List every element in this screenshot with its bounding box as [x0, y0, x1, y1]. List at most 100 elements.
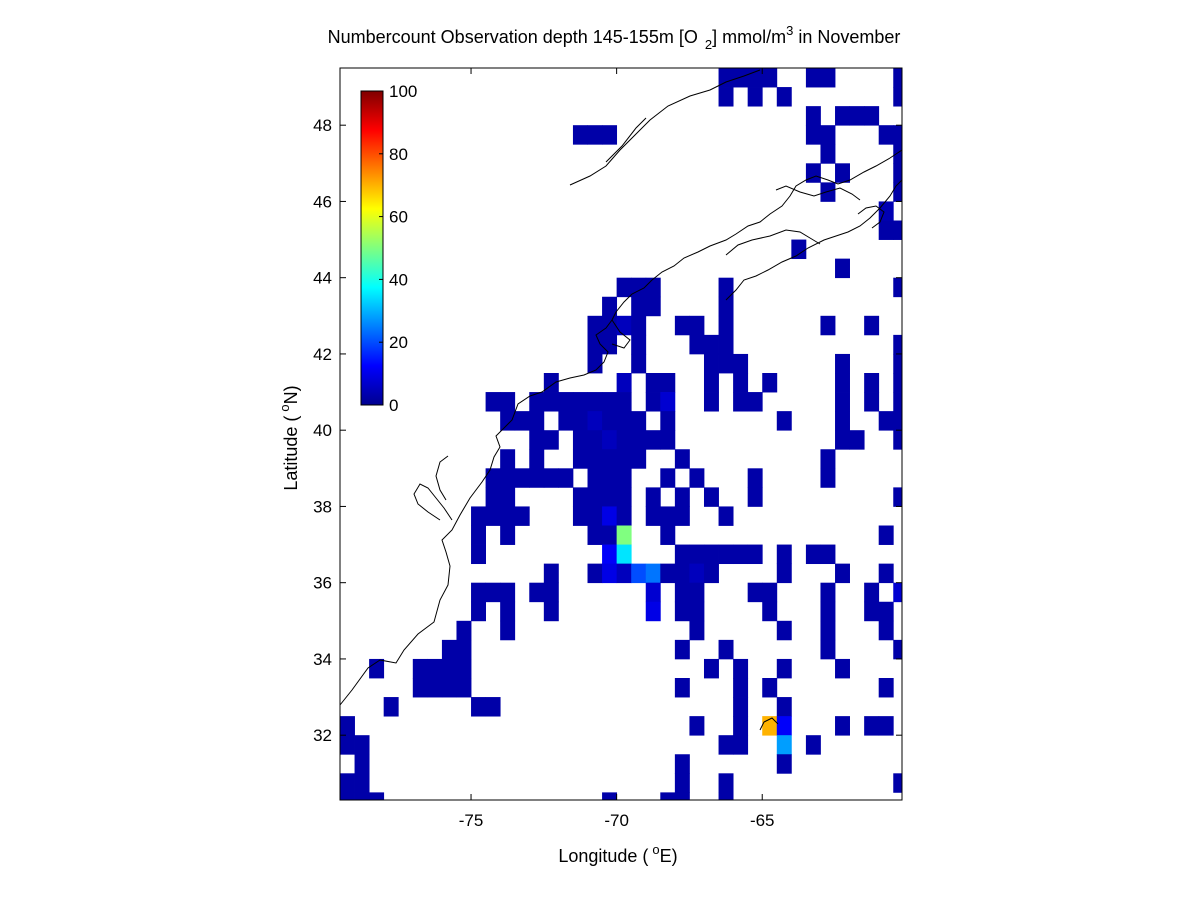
heatmap-cell — [747, 87, 763, 107]
heatmap-cell — [572, 449, 588, 469]
heatmap-cell — [689, 563, 705, 584]
heatmap-cell — [835, 353, 850, 374]
heatmap-cell — [543, 582, 559, 603]
y-tick-label: 38 — [313, 497, 332, 516]
heatmap-cell — [893, 277, 902, 298]
heatmap-cell — [733, 697, 749, 717]
heatmap-cell — [893, 487, 902, 507]
heatmap-cell — [616, 430, 632, 450]
heatmap-cell — [616, 468, 632, 488]
heatmap-cell — [616, 563, 632, 584]
heatmap-cell — [864, 601, 880, 622]
heatmap-cell — [616, 373, 632, 393]
heatmap-cell — [718, 334, 734, 355]
heatmap-cell — [805, 106, 821, 126]
heatmap-cell — [616, 315, 632, 336]
heatmap-cell — [733, 544, 749, 565]
heatmap-cell — [456, 658, 472, 679]
y-tick-label: 44 — [313, 269, 332, 288]
title-part1: Numbercount Observation depth 145-155m [… — [328, 27, 698, 47]
heatmap-cell — [689, 468, 705, 488]
heatmap-cell — [762, 582, 778, 603]
heatmap-cell — [602, 315, 618, 336]
heatmap-cell — [805, 125, 821, 145]
heatmap-cell — [602, 392, 618, 412]
heatmap-cell — [471, 697, 486, 717]
coastline — [340, 69, 902, 731]
heatmap-cell — [631, 430, 647, 450]
heatmap-cell — [718, 87, 734, 107]
heatmap-cell — [718, 506, 734, 526]
heatmap-cell — [893, 220, 902, 240]
heatmap-cell — [718, 315, 734, 336]
x-axis-label: Longitude (oE) — [558, 842, 677, 866]
heatmap-cell — [441, 678, 457, 698]
chart-title: Numbercount Observation depth 145-155m [… — [328, 23, 901, 52]
heatmap-cell — [587, 430, 603, 450]
heatmap-cell — [703, 334, 719, 355]
y-tick-label: 40 — [313, 421, 332, 440]
heatmap-cell — [718, 735, 734, 755]
heatmap-cell — [820, 639, 836, 660]
heatmap-cell — [733, 658, 749, 679]
heatmap-cell — [471, 525, 486, 545]
heatmap-cell — [587, 315, 603, 336]
heatmap-cell — [805, 544, 821, 565]
colorbar-tick-label: 100 — [389, 82, 417, 101]
heatmap-cell — [572, 430, 588, 450]
heatmap-cell — [427, 658, 443, 679]
heatmap-cell — [718, 296, 734, 317]
y-tick-label: 32 — [313, 726, 332, 745]
heatmap-cell — [602, 125, 618, 145]
heatmap-cell — [616, 506, 632, 526]
heatmap-cell — [529, 449, 545, 469]
heatmap-cell — [412, 678, 428, 698]
heatmap-cell — [645, 582, 661, 603]
heatmap-cell — [500, 487, 516, 507]
heatmap-cell — [645, 506, 661, 526]
colorbar-gradient — [360, 90, 384, 406]
heatmap-cell — [747, 544, 763, 565]
heatmap-cell — [587, 125, 603, 145]
heatmap-cell — [631, 334, 647, 355]
heatmap-cell — [412, 658, 428, 679]
heatmap-cell — [572, 411, 588, 431]
heatmap-cell — [747, 68, 763, 88]
heatmap-cell — [820, 582, 836, 603]
heatmap-cell — [776, 544, 792, 565]
heatmap-cell — [864, 373, 880, 393]
heatmap-cell — [893, 411, 902, 431]
heatmap-cell — [456, 678, 472, 698]
heatmap-cell — [835, 430, 850, 450]
y-tick-label: 42 — [313, 345, 332, 364]
heatmap-cell — [733, 68, 749, 88]
heatmap-cell — [456, 620, 472, 641]
heatmap-cell — [471, 582, 486, 603]
heatmap-cell — [660, 525, 676, 545]
heatmap-cell — [703, 563, 719, 584]
heatmap-cell — [602, 525, 618, 545]
heatmap-cell — [587, 411, 603, 431]
heatmap-cell — [820, 144, 836, 164]
heatmap-cell — [733, 373, 749, 393]
heatmap-cell — [674, 678, 690, 698]
heatmap-cell — [631, 563, 647, 584]
heatmap-cell — [878, 678, 894, 698]
heatmap-cell — [674, 601, 690, 622]
heatmap-cell — [849, 106, 865, 126]
colorbar-tick-label: 0 — [389, 396, 398, 415]
heatmap-cell — [878, 716, 894, 736]
heatmap-cell — [762, 373, 778, 393]
heatmap-cell — [587, 525, 603, 545]
heatmap-cell — [893, 182, 902, 202]
heatmap-cell — [616, 487, 632, 507]
heatmap-cell — [893, 144, 902, 164]
heatmap-cell — [587, 449, 603, 469]
heatmap-cell — [340, 735, 355, 755]
heatmap-cell — [645, 296, 661, 317]
heatmap-cell — [674, 487, 690, 507]
heatmap-cell — [893, 334, 902, 355]
heatmap-cell — [762, 68, 778, 88]
heatmap-cell — [587, 506, 603, 526]
heatmap-cell — [674, 506, 690, 526]
